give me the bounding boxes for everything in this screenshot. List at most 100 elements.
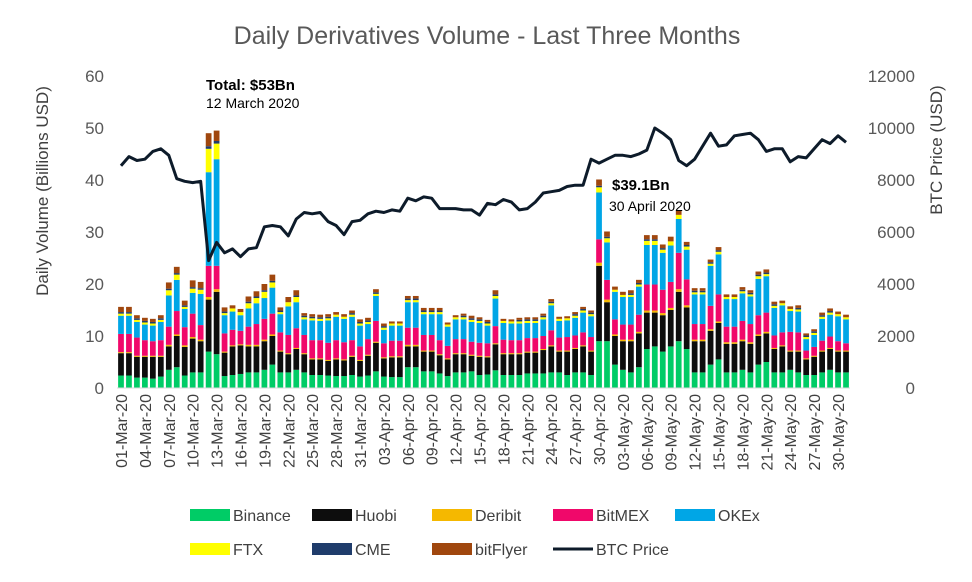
bar-segment-deribit [165,344,172,347]
bar-segment-bitmex [596,239,602,263]
bar-segment-binance [357,376,363,388]
bar-segment-okex [811,334,818,347]
bar-segment-ftx [229,308,236,312]
bar-segment-huobi [500,354,507,375]
bar-segment-deribit [389,356,395,358]
bar-segment-bitmex [843,343,849,351]
bar-segment-bitflyer [691,288,698,291]
bar-segment-binance [500,375,507,388]
bar-segment-huobi [452,354,459,373]
bar-segment-binance [468,371,475,388]
bar-segment-okex [827,314,833,337]
bar-segment-bitflyer [134,315,140,319]
bar-segment-huobi [659,315,666,352]
bar-segment-bitmex [643,284,650,311]
bar-segment-deribit [787,350,794,352]
legend: Binance Huobi Deribit BitMEX OKEx FTX CME bitFl… [190,508,760,559]
bar-segment-bitmex [612,319,618,335]
bar-segment-cme [412,298,419,301]
bar-segment-okex [572,317,578,336]
bar-segment-binance [771,372,778,388]
bar-segment-okex [468,321,475,342]
bar-segment-deribit [819,350,825,352]
bar-segment-binance [628,372,634,388]
bar-segment-bitflyer [412,295,419,299]
bar-segment-binance [731,372,738,388]
bar-segment-okex [365,324,371,340]
bar-segment-cme [540,315,547,318]
legend-swatch-ftx [190,543,230,555]
bar-segment-huobi [325,360,332,376]
bar-segment-deribit [540,349,547,351]
bar-segment-ftx [357,323,363,326]
x-tick-label: 07-Mar-20 [162,394,179,468]
bar-segment-huobi [229,346,236,375]
bar-segment-bitmex [484,343,491,357]
bar-segment-deribit [612,334,618,336]
bar-segment-bitflyer [755,271,762,275]
bar-segment-binance [142,377,148,388]
bar-segment-deribit [381,357,387,359]
bar-segment-ftx [389,323,395,326]
bar-segment-ftx [651,240,658,245]
bar-segment-binance [723,372,730,388]
bar-segment-bitmex [245,326,252,345]
y2-tick-label: 12000 [868,67,915,86]
bar-segment-bitflyer [803,333,810,336]
bar-segment-huobi [628,341,634,373]
bar-segment-huobi [428,351,435,372]
bar-segment-bitflyer [524,317,531,320]
x-tick-label: 12-May-20 [688,394,705,471]
bar-segment-huobi [293,349,300,370]
bar-segment-binance [779,372,786,388]
bar-segment-cme [301,315,308,318]
bar-segment-binance [683,349,690,388]
bar-segment-ftx [819,316,825,319]
bar-segment-binance [373,371,379,388]
bar-segment-deribit [723,342,730,344]
bar-segment-binance [261,369,268,388]
bar-segment-cme [468,318,475,320]
bar-segment-cme [245,301,252,304]
bar-segment-bitmex [580,332,586,346]
bar-segment-ftx [556,318,563,321]
bar-segment-okex [325,320,332,343]
bar-segment-bitflyer [636,279,642,283]
bar-segment-binance [675,341,682,388]
bar-segment-bitflyer [532,317,539,320]
bar-segment-binance [827,369,833,388]
bar-segment-ftx [142,322,148,325]
bar-segment-bitmex [763,312,770,332]
bar-segment-bitflyer [763,269,770,273]
bar-segment-ftx [779,303,786,306]
bar-segment-deribit [373,341,379,343]
x-tick-label: 19-Mar-20 [257,394,274,468]
bar-segment-binance [428,371,435,388]
legend-swatch-bitflyer [432,543,472,555]
bar-segment-bitflyer [548,299,555,302]
bar-segment-binance [516,375,523,388]
bar-segment-huobi [476,356,483,375]
bar-segment-deribit [396,356,403,358]
bar-segment-okex [197,293,204,326]
bar-segment-deribit [572,347,578,349]
bar-segment-huobi [205,299,212,352]
bar-segment-ftx [540,317,547,320]
bar-segment-bitflyer [604,231,610,237]
bar-segment-ftx [803,337,810,340]
bar-segment-bitflyer [205,133,212,147]
bar-segment-bitflyer [165,282,172,289]
bar-segment-cme [636,282,642,285]
bar-segment-bitflyer [699,288,706,291]
bar-segment-cme [269,280,276,283]
bar-segment-binance [580,372,586,388]
bar-segment-cme [651,239,658,241]
bar-segment-huobi [349,356,355,375]
bar-segment-bitflyer [229,305,236,309]
bar-segment-okex [612,291,618,320]
y-tick-label: 30 [85,223,104,242]
bar-segment-deribit [556,350,563,352]
bar-segment-cme [173,273,180,275]
bar-segment-cme [157,318,164,320]
